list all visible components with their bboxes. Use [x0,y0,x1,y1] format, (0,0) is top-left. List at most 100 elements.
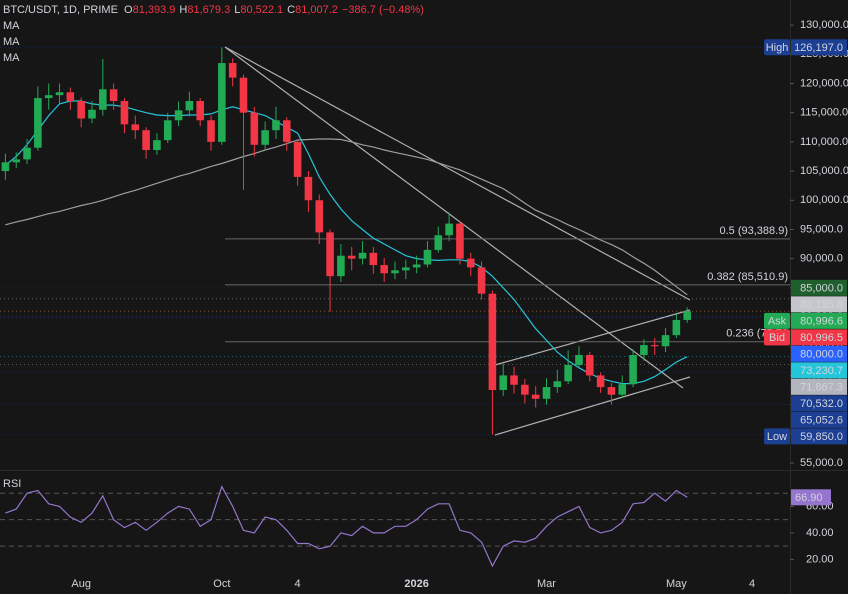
candle-body [66,92,75,102]
candle-body [174,110,183,121]
price-tag [791,362,847,379]
candle-body [564,364,572,382]
candle-body [629,354,637,385]
candle-body [293,141,302,177]
trendline [224,46,684,389]
candle-body [391,270,399,274]
channel-line [494,309,691,366]
fib-label: 0.5 (93,388.9) [720,225,789,237]
price-tag-name-box [764,329,790,346]
ohlc-value: 81,007.2 [295,4,338,16]
candle-body [466,258,475,268]
candle-body [521,384,529,395]
candle-body [596,375,605,388]
y-tick-label: 130,000.0 [800,19,848,31]
price-tag-label: 83,135.8 [800,299,843,311]
candle-body [282,120,291,142]
price-tag [791,378,847,395]
y-tick-label: 120,000.0 [800,77,848,89]
candle-body [650,345,659,347]
price-tag-name-box [764,39,790,56]
price-tag [791,411,847,428]
candle-body [185,101,194,111]
candle-body [640,345,648,355]
rsi-tag [791,489,831,506]
candle-body [510,375,518,385]
candle-body [423,249,432,265]
price-tag [791,279,847,296]
candle-body [499,375,508,391]
candle-body [142,130,150,151]
price-tag-name: Ask [768,316,787,328]
candle-body [304,176,313,201]
x-tick-label: 4 [295,578,301,590]
y-tick-label: 20.00 [806,553,834,565]
moving-average [5,138,688,296]
ohlc-key: L [234,4,241,16]
y-tick-label: 110,000.0 [800,136,848,148]
price-tag-label: 80,996.5 [800,332,843,344]
candle-body [196,101,204,121]
candle-body [272,120,280,131]
legend: BTC/USDT, 1D, PRIME O81,393.9 H81,679.3 L8… [3,2,428,66]
ohlc-key: H [179,4,188,16]
indicator: MA [3,52,20,64]
indicator: MA [3,36,20,48]
candle-body [358,252,367,259]
candle-body [586,354,594,376]
candle-body [488,293,497,391]
change: −386.7 (−0.48%) [341,4,424,16]
x-tick-label: 4 [749,578,755,590]
price-tag-label: 59,850.0 [800,431,843,443]
candle-body [347,255,356,259]
price-tag-name: Bid [769,332,785,344]
trendline [224,46,691,301]
candle-body [207,120,215,142]
candle-body [1,162,10,172]
candle-body [445,223,453,236]
price-tag-label: 80,000.0 [800,349,843,361]
candle-body [34,98,42,148]
candle-body [261,130,269,145]
candle-body [250,112,259,145]
candle-body [575,354,583,365]
candle-body [531,394,540,399]
price-tag-label: 85,000.0 [800,283,843,295]
x-tick-label: Mar [537,578,556,590]
candle-body [326,232,334,277]
price-tag-name: High [766,42,789,54]
price-tag [791,329,847,346]
y-tick-label: 90,000.0 [800,253,843,265]
price-tag [791,428,847,445]
fib-label: 0.382 (85,510.9) [707,271,788,283]
candle-body [434,235,443,250]
candle-body [44,95,53,99]
candle-body [120,101,129,125]
candle-body [131,124,140,131]
price-tag-label: 73,230.7 [800,365,843,377]
ohlc-key: C [287,4,296,16]
candle-body [607,387,616,395]
candle-body [163,120,172,141]
price-tag-label: 71,867.3 [800,382,843,394]
price-tag [791,296,847,313]
x-tick-label: Oct [213,578,230,590]
indicator: MA [3,20,20,32]
candle-body [672,319,681,336]
y-tick-label: 115,000.0 [800,107,848,119]
symbol-row: BTC/USDT, 1D, PRIME O81,393.9 H81,679.3 L8… [3,2,428,18]
moving-average [5,100,688,385]
price-tag-label: 70,532.0 [800,398,843,410]
rsi-line [5,485,688,568]
candle-body [380,265,388,274]
candle-body [456,223,464,259]
candle-body [239,77,248,113]
channel-line [494,376,691,436]
y-tick-label: 105,000.0 [800,165,848,177]
candle-body [337,255,345,277]
candle-body [99,89,107,110]
x-tick-label: 2026 [404,578,428,590]
x-tick-label: May [666,578,687,590]
